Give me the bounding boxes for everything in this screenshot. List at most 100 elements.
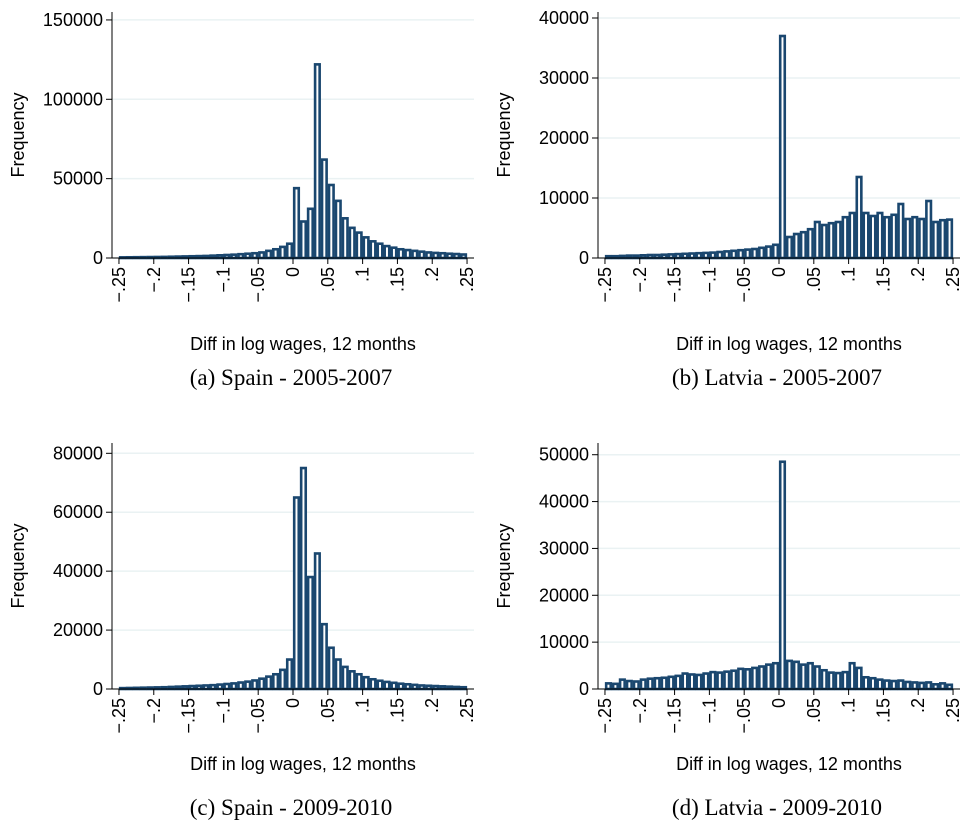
bar [334, 658, 342, 691]
bar [869, 676, 877, 691]
bar [939, 218, 947, 260]
bar [674, 252, 682, 260]
y-tick-label: 50000 [539, 445, 589, 465]
bar [272, 672, 280, 691]
bar [390, 681, 398, 691]
bar [459, 253, 468, 260]
bar [820, 223, 828, 260]
bar [209, 683, 217, 691]
bar [660, 676, 668, 691]
x-tick-label: .15 [873, 267, 893, 292]
bar [778, 460, 787, 691]
bar [932, 683, 940, 691]
x-tick-label: .25 [943, 267, 963, 292]
y-tick-label: 0 [579, 248, 589, 268]
x-tick-label: 0 [283, 267, 303, 277]
x-tick-label: −.05 [734, 267, 754, 303]
bar [855, 175, 863, 260]
bar [348, 670, 356, 691]
bar [925, 681, 933, 691]
x-tick-label: .05 [804, 267, 824, 292]
bar [890, 213, 898, 260]
bar [439, 251, 447, 260]
bar [611, 682, 619, 691]
bar [390, 246, 398, 260]
bar [285, 242, 294, 260]
bar [876, 678, 884, 691]
bar [764, 663, 773, 691]
bar [813, 665, 821, 691]
bar [244, 252, 252, 260]
x-tick-label: .05 [318, 698, 338, 723]
bar [806, 661, 814, 691]
bar [202, 684, 210, 691]
y-tick-label: 150000 [43, 10, 103, 30]
x-tick-label: −.05 [248, 698, 268, 734]
bar [306, 575, 314, 691]
bar [883, 215, 891, 260]
bar [730, 669, 738, 691]
bar [758, 246, 766, 260]
bar [646, 677, 654, 691]
bar [723, 670, 731, 691]
x-axis-title: Diff in log wages, 12 months [190, 334, 416, 354]
bar [841, 215, 849, 260]
bar [625, 679, 633, 691]
bar [744, 668, 752, 691]
x-tick-label: −.15 [179, 698, 199, 734]
bar [792, 660, 800, 691]
y-tick-label: 0 [579, 679, 589, 699]
x-tick-label: −.2 [144, 267, 164, 293]
bar [695, 251, 703, 260]
y-tick-label: 30000 [539, 68, 589, 88]
y-tick-label: 40000 [539, 492, 589, 512]
bar [709, 251, 717, 260]
y-tick-label: 60000 [53, 502, 103, 522]
bar [334, 199, 342, 260]
x-axis-title: Diff in log wages, 12 months [676, 754, 902, 774]
x-tick-label: −.05 [734, 698, 754, 734]
bar [758, 665, 766, 691]
x-tick-label: −.2 [630, 698, 650, 724]
bar [411, 249, 419, 260]
x-tick-label: .2 [908, 267, 928, 282]
bar [932, 220, 940, 260]
x-tick-label: −.1 [213, 267, 233, 293]
y-tick-label: 80000 [53, 443, 103, 463]
bar [320, 158, 328, 260]
bar [265, 249, 273, 260]
bar [771, 661, 780, 691]
bar [667, 675, 675, 691]
bar [639, 678, 647, 691]
bar [327, 646, 335, 691]
bar [418, 684, 426, 691]
bar [834, 220, 842, 260]
bar [744, 248, 752, 260]
bar [397, 247, 405, 260]
bar [730, 249, 738, 260]
x-tick-label: .1 [353, 267, 373, 282]
bar [341, 665, 349, 691]
x-tick-label: .2 [908, 698, 928, 713]
bar [362, 675, 370, 691]
bar [653, 676, 661, 691]
bar [751, 247, 759, 260]
x-tick-label: −.25 [595, 267, 615, 303]
bar [341, 217, 349, 260]
bar [397, 682, 405, 691]
x-tick-label: −.15 [665, 698, 685, 734]
y-axis-title: Frequency [494, 523, 514, 608]
caption: (d) Latvia - 2009-2010 [672, 795, 882, 820]
bar [604, 682, 613, 691]
bar [230, 682, 238, 691]
bar [869, 214, 877, 260]
y-tick-label: 30000 [539, 538, 589, 558]
bar [278, 245, 287, 260]
bar [348, 226, 356, 260]
x-tick-label: −.2 [630, 267, 650, 293]
bar [404, 248, 412, 260]
bar [799, 663, 807, 691]
bar [272, 247, 280, 260]
bar [292, 186, 301, 260]
